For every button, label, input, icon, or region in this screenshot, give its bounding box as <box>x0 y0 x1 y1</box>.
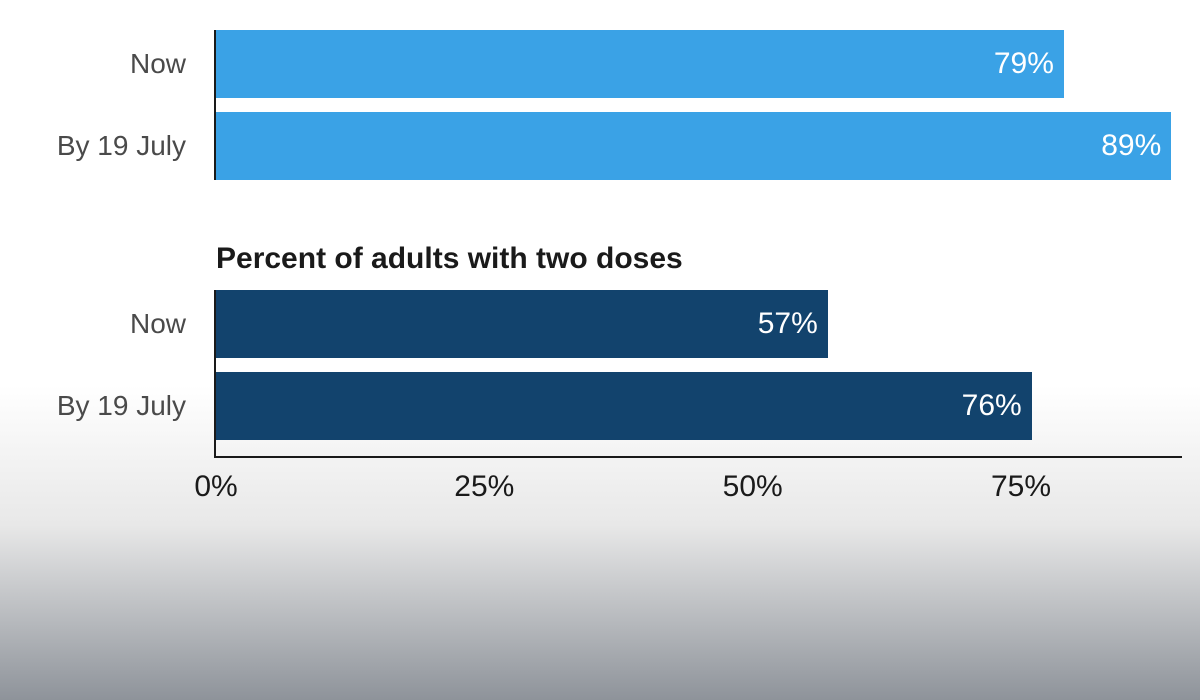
bar-label: By 19 July <box>0 390 186 422</box>
bar-label: Now <box>0 48 186 80</box>
bar-value: 89% <box>1081 129 1161 163</box>
x-tick-label: 25% <box>454 470 514 504</box>
bar-fill <box>216 30 1064 98</box>
bar-label: By 19 July <box>0 130 186 162</box>
x-tick-label: 75% <box>991 470 1051 504</box>
bar-fill <box>216 372 1032 440</box>
bar-track: 57% <box>216 290 1182 358</box>
chart-area: Now 79% By 19 July 89% Percent of adults… <box>0 0 1200 700</box>
x-tick-label: 50% <box>723 470 783 504</box>
bar-track: 89% <box>216 112 1182 180</box>
bar-value: 76% <box>942 389 1022 423</box>
y-axis-line-2 <box>214 290 216 458</box>
bar-value: 57% <box>738 307 818 341</box>
bar-row: By 19 July 76% <box>0 372 1200 440</box>
bar-row: By 19 July 89% <box>0 112 1200 180</box>
bar-label: Now <box>0 308 186 340</box>
bar-row: Now 79% <box>0 30 1200 98</box>
bar-track: 76% <box>216 372 1182 440</box>
bar-fill <box>216 290 828 358</box>
x-tick-label: 0% <box>194 470 237 504</box>
group-title: Percent of adults with two doses <box>216 242 683 276</box>
y-axis-line-1 <box>214 30 216 180</box>
bar-row: Now 57% <box>0 290 1200 358</box>
bar-value: 79% <box>974 47 1054 81</box>
x-axis-line <box>214 456 1182 458</box>
bar-fill <box>216 112 1171 180</box>
bar-track: 79% <box>216 30 1182 98</box>
